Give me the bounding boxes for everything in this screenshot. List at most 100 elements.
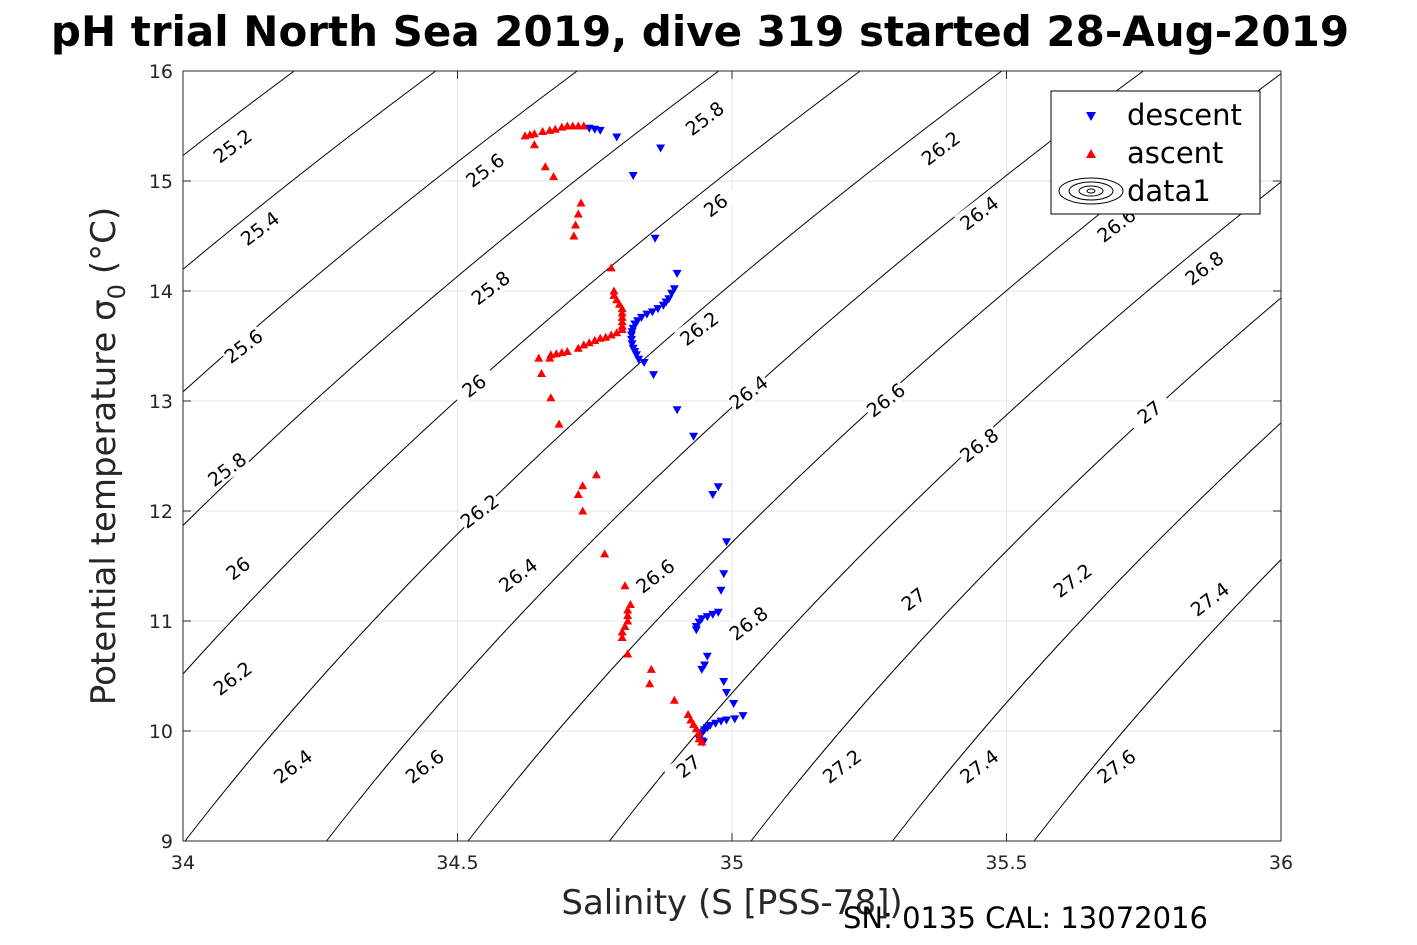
descent-point	[627, 340, 637, 349]
descent-point	[628, 172, 638, 180]
x-tick-label: 35.5	[985, 852, 1027, 874]
ascent-point	[609, 286, 619, 295]
ascent-point	[534, 353, 544, 362]
descent-point	[691, 626, 701, 635]
ascent-point	[623, 611, 633, 619]
descent-point	[630, 320, 640, 329]
contour-label-background	[235, 205, 284, 250]
contour-label-background	[218, 323, 267, 368]
ascent-point	[606, 330, 616, 339]
ascent-point	[669, 695, 679, 704]
contour-label-background	[954, 743, 1003, 788]
ascent-point	[578, 481, 588, 490]
contour-label-background	[817, 743, 866, 788]
descent-point	[730, 715, 740, 724]
ascent-point	[623, 649, 633, 658]
legend-box	[1050, 90, 1261, 215]
contour-label-background	[679, 95, 729, 140]
legend: descent ascent data1	[1050, 90, 1261, 215]
descent-point	[702, 652, 712, 661]
contour-label-background	[460, 147, 509, 192]
ascent-point	[529, 129, 539, 138]
contour-label-background	[630, 553, 679, 598]
descent-point	[713, 483, 723, 492]
descent-point	[689, 432, 699, 441]
legend-descent-label: descent	[1127, 98, 1242, 132]
contour-label-background	[1184, 576, 1234, 621]
contour-label-background	[690, 182, 740, 227]
ascent-point	[579, 340, 589, 349]
serial-calibration-footer: SN: 0135 CAL: 13072016	[843, 901, 1208, 935]
descent-point	[708, 491, 718, 499]
contour-label-background	[202, 446, 251, 491]
y-axis-label: Potential temperature σ0 (°C)	[84, 207, 131, 705]
descent-point	[648, 371, 658, 380]
x-tick-label: 35	[720, 852, 744, 874]
isopycnal-26-6	[325, 71, 1145, 841]
legend-descent-marker	[1086, 112, 1096, 121]
contour-label-background	[915, 125, 965, 170]
contour-label-background	[213, 545, 262, 590]
y-tick-label: 16	[149, 61, 173, 83]
x-tick-label: 34.5	[436, 852, 478, 874]
isopycnal-27-4	[891, 422, 1281, 841]
x-tick-label: 34	[171, 852, 195, 874]
contour-label-background	[663, 743, 712, 788]
ascent-point	[554, 419, 564, 428]
ascent-point	[573, 209, 583, 218]
ascent-point	[612, 328, 622, 337]
descent-point	[627, 331, 637, 340]
contour-label-background	[399, 743, 449, 788]
y-tick-label: 10	[149, 721, 173, 743]
ascent-point	[557, 348, 567, 357]
ascent-point	[601, 332, 611, 341]
ascent-point	[550, 124, 560, 133]
descent-point	[672, 269, 682, 278]
y-tick-label: 13	[149, 391, 173, 413]
descent-point	[708, 610, 718, 619]
descent-point	[653, 305, 663, 314]
ascent-point	[683, 710, 693, 718]
isopycnal-27-6	[1033, 558, 1281, 841]
descent-point	[719, 678, 729, 686]
y-tick-label: 14	[149, 281, 173, 303]
ascent-point	[529, 140, 539, 149]
descent-point	[738, 712, 748, 721]
contour-label-background	[207, 655, 256, 700]
ascent-point	[573, 490, 583, 498]
descent-point	[634, 355, 644, 364]
descent-point	[697, 665, 707, 674]
ascent-point	[540, 162, 550, 171]
ascent-point	[645, 679, 655, 688]
descent-point	[656, 144, 666, 153]
ascent-point	[623, 616, 633, 625]
descent-point	[669, 285, 679, 294]
y-axis-label-main: Potential temperature σ	[84, 299, 124, 705]
descent-point	[716, 717, 726, 726]
ascent-point	[694, 728, 704, 737]
ascent-point	[617, 317, 627, 326]
ascent-point	[578, 506, 588, 515]
descent-point	[667, 289, 677, 298]
ascent-point	[538, 127, 548, 135]
y-axis-label-unit: (°C)	[84, 207, 124, 274]
contour-label-background	[723, 600, 773, 645]
x-axis-label: Salinity (S [PSS-78])	[561, 883, 902, 923]
isopycnal-27-2	[750, 297, 1281, 841]
descent-point	[711, 719, 721, 728]
descent-point	[627, 335, 637, 344]
ascent-point	[595, 333, 605, 342]
isopycnal-25-8	[183, 71, 579, 393]
y-tick-label: 9	[161, 831, 173, 853]
contour-label-background	[954, 422, 1003, 467]
ascent-point	[571, 220, 581, 229]
descent-point	[642, 310, 652, 319]
descent-point	[595, 126, 605, 135]
descent-point	[639, 359, 649, 367]
data-series	[520, 121, 748, 747]
ascent-point	[545, 353, 555, 362]
contour-label-background	[674, 305, 723, 350]
ascent-point	[551, 349, 561, 358]
ascent-point	[617, 312, 627, 321]
